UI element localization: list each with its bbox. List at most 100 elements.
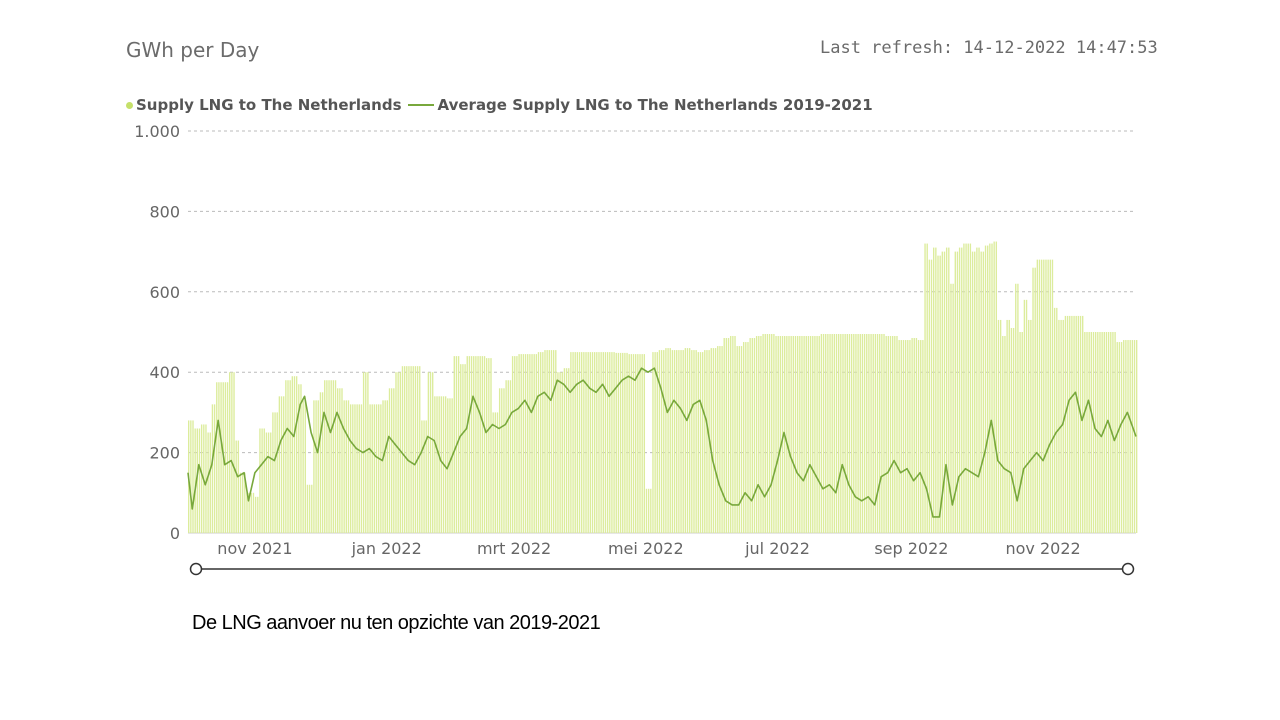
- supply-bar[interactable]: [1110, 332, 1112, 533]
- supply-bar[interactable]: [732, 336, 734, 533]
- supply-bar[interactable]: [460, 364, 462, 533]
- supply-bar[interactable]: [578, 352, 581, 533]
- supply-bar[interactable]: [725, 338, 728, 533]
- supply-bar[interactable]: [360, 404, 363, 533]
- supply-bar[interactable]: [1040, 259, 1043, 533]
- supply-bar[interactable]: [516, 356, 518, 533]
- supply-bar[interactable]: [1012, 327, 1015, 533]
- supply-bar[interactable]: [840, 334, 842, 533]
- supply-bar[interactable]: [539, 352, 542, 533]
- supply-bar[interactable]: [548, 350, 550, 533]
- supply-bar[interactable]: [1079, 315, 1082, 533]
- supply-bar[interactable]: [598, 352, 600, 533]
- supply-bar[interactable]: [1028, 319, 1030, 533]
- supply-bar[interactable]: [224, 382, 227, 533]
- supply-bar[interactable]: [622, 352, 624, 533]
- supply-bar[interactable]: [939, 255, 941, 533]
- supply-bar[interactable]: [667, 348, 669, 533]
- supply-bar[interactable]: [855, 334, 857, 533]
- supply-bar[interactable]: [876, 334, 879, 533]
- supply-bar[interactable]: [1045, 259, 1047, 533]
- supply-bar[interactable]: [835, 334, 838, 533]
- supply-bar[interactable]: [812, 336, 814, 533]
- supply-bar[interactable]: [347, 400, 350, 533]
- supply-bar[interactable]: [956, 251, 959, 533]
- supply-bar[interactable]: [451, 398, 453, 533]
- supply-bar[interactable]: [524, 354, 527, 533]
- supply-bar[interactable]: [848, 334, 851, 533]
- supply-bar[interactable]: [863, 334, 866, 533]
- supply-bar[interactable]: [920, 340, 922, 533]
- supply-bar[interactable]: [829, 334, 831, 533]
- supply-bar[interactable]: [393, 388, 395, 533]
- supply-bar[interactable]: [514, 356, 516, 533]
- supply-bar[interactable]: [300, 384, 302, 533]
- supply-bar[interactable]: [788, 336, 790, 533]
- supply-bar[interactable]: [544, 350, 546, 533]
- supply-bar[interactable]: [671, 350, 674, 533]
- supply-bar[interactable]: [557, 372, 559, 533]
- supply-bar[interactable]: [565, 368, 568, 533]
- supply-bar[interactable]: [486, 358, 488, 533]
- supply-bar[interactable]: [561, 372, 563, 533]
- supply-bar[interactable]: [304, 400, 306, 533]
- supply-bar[interactable]: [1127, 340, 1129, 533]
- supply-bar[interactable]: [200, 424, 203, 533]
- supply-bar[interactable]: [449, 398, 451, 533]
- supply-bar[interactable]: [691, 350, 693, 533]
- supply-bar[interactable]: [1032, 267, 1034, 533]
- supply-bar[interactable]: [814, 336, 816, 533]
- supply-bar[interactable]: [922, 340, 924, 533]
- supply-bar[interactable]: [803, 336, 805, 533]
- supply-bar[interactable]: [241, 472, 244, 533]
- supply-bar[interactable]: [660, 350, 663, 533]
- supply-bar[interactable]: [751, 338, 753, 533]
- supply-bar[interactable]: [704, 350, 706, 533]
- supply-bar[interactable]: [742, 342, 745, 533]
- supply-bar[interactable]: [488, 358, 490, 533]
- supply-bar[interactable]: [624, 352, 626, 533]
- supply-bar[interactable]: [315, 400, 317, 533]
- supply-bar[interactable]: [609, 352, 611, 533]
- supply-bar[interactable]: [1084, 332, 1086, 533]
- supply-bar[interactable]: [879, 334, 881, 533]
- supply-bar[interactable]: [818, 336, 820, 533]
- supply-bar[interactable]: [356, 404, 358, 533]
- supply-bar[interactable]: [365, 372, 367, 533]
- supply-bar[interactable]: [257, 496, 259, 533]
- supply-bar[interactable]: [976, 247, 978, 533]
- supply-bar[interactable]: [710, 348, 712, 533]
- supply-bar[interactable]: [846, 334, 848, 533]
- supply-bar[interactable]: [807, 336, 810, 533]
- supply-bar[interactable]: [935, 247, 937, 533]
- supply-bar[interactable]: [838, 334, 840, 533]
- supply-bar[interactable]: [827, 334, 829, 533]
- supply-bar[interactable]: [205, 424, 207, 533]
- supply-bar[interactable]: [928, 259, 931, 533]
- supply-bar[interactable]: [552, 350, 555, 533]
- supply-bar[interactable]: [816, 336, 818, 533]
- supply-bar[interactable]: [496, 412, 499, 533]
- supply-bar[interactable]: [999, 319, 1002, 533]
- supply-bar[interactable]: [546, 350, 548, 533]
- supply-bar[interactable]: [432, 372, 434, 533]
- supply-bar[interactable]: [714, 348, 717, 533]
- supply-bar[interactable]: [1131, 340, 1134, 533]
- supply-bar[interactable]: [425, 420, 427, 533]
- supply-bar[interactable]: [930, 259, 933, 533]
- supply-bar[interactable]: [604, 352, 607, 533]
- supply-bar[interactable]: [337, 388, 339, 533]
- supply-bar[interactable]: [373, 404, 376, 533]
- supply-bar[interactable]: [589, 352, 592, 533]
- supply-bar[interactable]: [378, 404, 380, 533]
- supply-bar[interactable]: [866, 334, 868, 533]
- supply-bar[interactable]: [764, 334, 766, 533]
- supply-bar[interactable]: [883, 334, 885, 533]
- supply-bar[interactable]: [688, 348, 691, 533]
- supply-bar[interactable]: [600, 352, 602, 533]
- supply-bar[interactable]: [470, 356, 473, 533]
- supply-bar[interactable]: [611, 352, 613, 533]
- legend-item-average[interactable]: Average Supply LNG to The Netherlands 20…: [407, 96, 873, 114]
- supply-bar[interactable]: [194, 428, 196, 533]
- supply-bar[interactable]: [321, 392, 324, 533]
